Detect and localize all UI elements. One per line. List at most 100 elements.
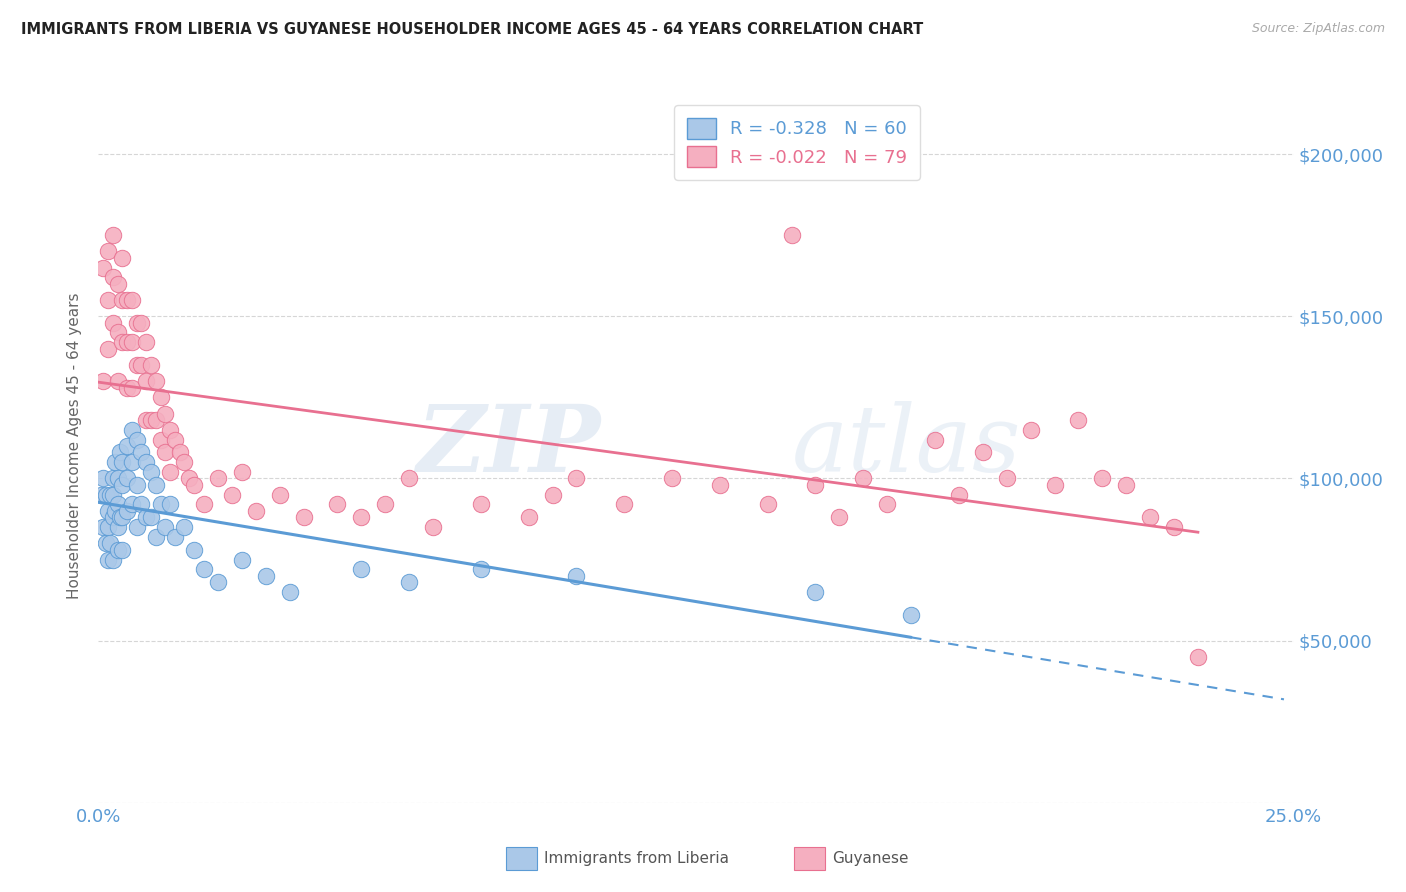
Point [155, 520, 177, 534]
Point [163, 530, 186, 544]
Point [135, 455, 157, 469]
Point [115, 293, 138, 307]
Point [115, 335, 138, 350]
Point [173, 455, 195, 469]
Point [111, 293, 134, 307]
Text: atlas: atlas [792, 401, 1021, 491]
Point [1091, 471, 1114, 485]
Point [135, 413, 157, 427]
Point [111, 542, 134, 557]
Point [565, 568, 588, 582]
Point [125, 433, 148, 447]
Point [131, 445, 153, 459]
Point [155, 407, 177, 421]
Point [159, 423, 181, 437]
Point [101, 510, 124, 524]
Point [326, 497, 349, 511]
Text: IMMIGRANTS FROM LIBERIA VS GUYANESE HOUSEHOLDER INCOME AGES 45 - 64 YEARS CORREL: IMMIGRANTS FROM LIBERIA VS GUYANESE HOUS… [21, 22, 924, 37]
Point [207, 575, 229, 590]
Point [709, 478, 731, 492]
Point [924, 433, 946, 447]
Legend: R = -0.328   N = 60, R = -0.022   N = 79: R = -0.328 N = 60, R = -0.022 N = 79 [675, 105, 920, 179]
Point [350, 562, 373, 576]
Point [101, 471, 124, 485]
Point [470, 497, 492, 511]
Point [193, 497, 215, 511]
Point [254, 568, 277, 582]
Point [661, 471, 683, 485]
Point [107, 326, 129, 340]
Point [115, 504, 138, 518]
Point [101, 552, 124, 566]
Point [145, 413, 167, 427]
Point [780, 228, 803, 243]
Point [756, 497, 779, 511]
Point [398, 471, 420, 485]
Point [104, 504, 127, 518]
Point [121, 381, 143, 395]
Point [121, 335, 143, 350]
Point [111, 510, 134, 524]
Point [94, 536, 117, 550]
Point [470, 562, 492, 576]
Point [145, 374, 167, 388]
Point [107, 277, 129, 291]
Point [135, 335, 157, 350]
Point [159, 497, 181, 511]
Point [125, 520, 148, 534]
Point [121, 497, 143, 511]
Point [101, 228, 124, 243]
Point [90, 488, 112, 502]
Point [804, 478, 827, 492]
Point [155, 445, 177, 459]
Point [828, 510, 851, 524]
Point [948, 488, 970, 502]
Point [1187, 649, 1209, 664]
Point [121, 293, 143, 307]
Point [91, 471, 114, 485]
Text: Source: ZipAtlas.com: Source: ZipAtlas.com [1251, 22, 1385, 36]
Text: Guyanese: Guyanese [832, 851, 908, 866]
Point [107, 520, 129, 534]
Point [97, 504, 120, 518]
Point [125, 358, 148, 372]
Point [107, 374, 129, 388]
Point [125, 478, 148, 492]
Point [135, 510, 157, 524]
Point [111, 478, 134, 492]
Point [278, 585, 301, 599]
Point [145, 478, 167, 492]
Point [972, 445, 994, 459]
Point [207, 471, 229, 485]
Text: ZIP: ZIP [416, 401, 600, 491]
Point [107, 542, 129, 557]
Point [149, 390, 172, 404]
Point [292, 510, 315, 524]
Point [115, 471, 138, 485]
Point [1163, 520, 1185, 534]
Point [398, 575, 420, 590]
Point [139, 413, 162, 427]
Point [183, 542, 205, 557]
Point [97, 342, 120, 356]
Point [245, 504, 267, 518]
Point [104, 455, 127, 469]
Point [91, 260, 114, 275]
Point [111, 335, 134, 350]
Point [1139, 510, 1161, 524]
Point [163, 433, 186, 447]
Point [98, 488, 122, 502]
Point [107, 471, 129, 485]
Point [108, 510, 131, 524]
Point [169, 445, 191, 459]
Point [149, 433, 172, 447]
Point [135, 374, 157, 388]
Point [97, 552, 120, 566]
Point [101, 488, 124, 502]
Point [101, 270, 124, 285]
Point [900, 607, 922, 622]
Point [852, 471, 875, 485]
Point [517, 510, 540, 524]
Point [1067, 413, 1090, 427]
Point [111, 251, 134, 265]
